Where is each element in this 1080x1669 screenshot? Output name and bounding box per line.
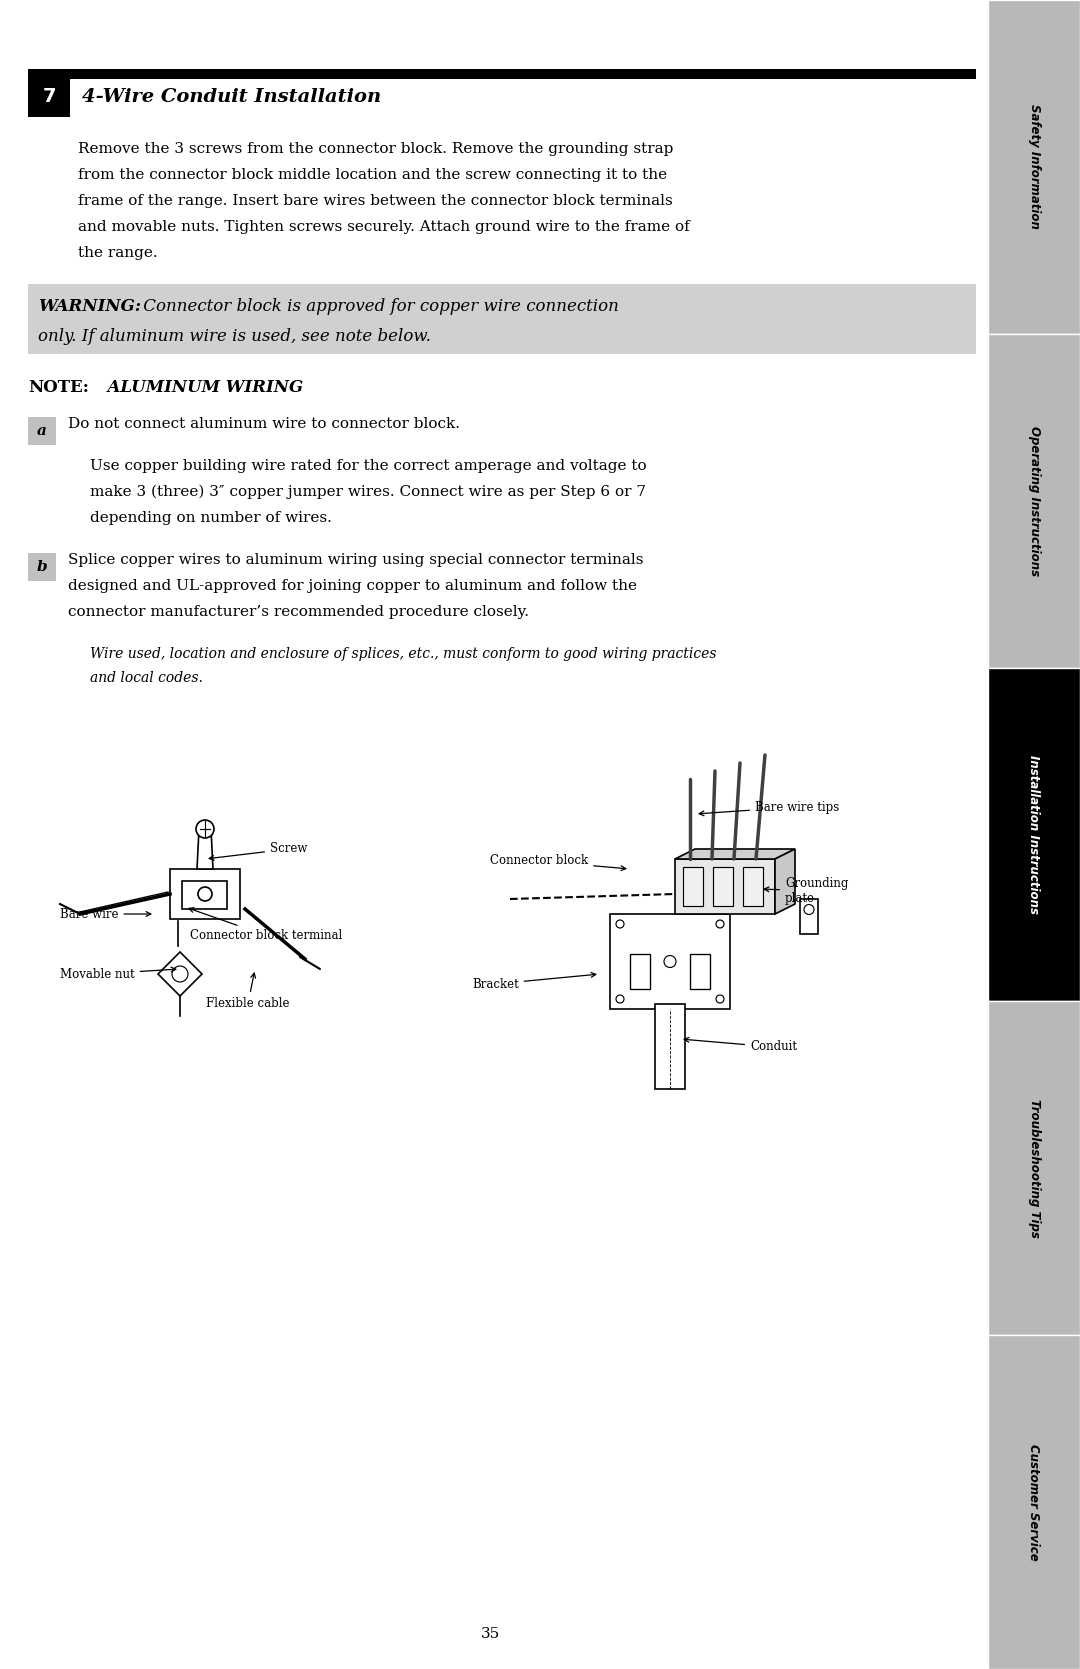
- Polygon shape: [675, 860, 775, 915]
- Text: Bare wire tips: Bare wire tips: [699, 801, 839, 816]
- Text: Movable nut: Movable nut: [60, 966, 176, 980]
- Circle shape: [195, 819, 214, 838]
- Text: Operating Instructions: Operating Instructions: [1027, 426, 1040, 576]
- Text: a: a: [37, 424, 46, 437]
- Text: Screw: Screw: [210, 843, 308, 860]
- Text: Connector block is approved for copper wire connection: Connector block is approved for copper w…: [138, 299, 619, 315]
- Text: Bracket: Bracket: [472, 973, 596, 990]
- Text: 35: 35: [481, 1627, 500, 1641]
- Bar: [28, 417, 56, 446]
- Bar: [988, 1335, 1080, 1669]
- Text: ALUMINUM WIRING: ALUMINUM WIRING: [96, 379, 303, 396]
- Bar: [988, 0, 1080, 334]
- Bar: [28, 77, 70, 117]
- Bar: [28, 68, 976, 78]
- Text: depending on number of wires.: depending on number of wires.: [90, 511, 332, 526]
- Text: frame of the range. Insert bare wires between the connector block terminals: frame of the range. Insert bare wires be…: [78, 194, 673, 209]
- Polygon shape: [158, 951, 202, 996]
- Polygon shape: [683, 866, 703, 906]
- Text: designed and UL-approved for joining copper to aluminum and follow the: designed and UL-approved for joining cop…: [68, 579, 637, 592]
- Polygon shape: [775, 850, 795, 915]
- Polygon shape: [713, 866, 733, 906]
- Text: and local codes.: and local codes.: [90, 671, 203, 684]
- Text: WARNING:: WARNING:: [38, 299, 141, 315]
- Text: Troubleshooting Tips: Troubleshooting Tips: [1027, 1098, 1040, 1238]
- Bar: [800, 900, 818, 935]
- Text: Safety Information: Safety Information: [1027, 105, 1040, 229]
- Text: Installation Instructions: Installation Instructions: [1027, 754, 1040, 915]
- Text: and movable nuts. Tighten screws securely. Attach ground wire to the frame of: and movable nuts. Tighten screws securel…: [78, 220, 690, 234]
- Bar: [988, 1001, 1080, 1335]
- Bar: [988, 668, 1080, 1001]
- Text: Flexible cable: Flexible cable: [206, 973, 289, 1010]
- Text: Remove the 3 screws from the connector block. Remove the grounding strap: Remove the 3 screws from the connector b…: [78, 142, 673, 155]
- Text: Bare wire: Bare wire: [60, 908, 151, 921]
- Polygon shape: [197, 829, 213, 870]
- Text: Use copper building wire rated for the correct amperage and voltage to: Use copper building wire rated for the c…: [90, 459, 647, 472]
- Text: from the connector block middle location and the screw connecting it to the: from the connector block middle location…: [78, 169, 667, 182]
- Text: make 3 (three) 3″ copper jumper wires. Connect wire as per Step 6 or 7: make 3 (three) 3″ copper jumper wires. C…: [90, 486, 646, 499]
- Text: the range.: the range.: [78, 245, 158, 260]
- Bar: [28, 284, 976, 354]
- Text: Splice copper wires to aluminum wiring using special connector terminals: Splice copper wires to aluminum wiring u…: [68, 552, 644, 567]
- Text: 4-Wire Conduit Installation: 4-Wire Conduit Installation: [82, 88, 381, 107]
- Text: Customer Service: Customer Service: [1027, 1444, 1040, 1561]
- Text: Connector block: Connector block: [490, 855, 625, 871]
- Text: only. If aluminum wire is used, see note below.: only. If aluminum wire is used, see note…: [38, 329, 431, 345]
- Text: Do not connect aluminum wire to connector block.: Do not connect aluminum wire to connecto…: [68, 417, 460, 431]
- Text: Conduit: Conduit: [684, 1038, 797, 1053]
- Polygon shape: [675, 850, 795, 860]
- Text: NOTE:: NOTE:: [28, 379, 89, 396]
- Bar: [988, 334, 1080, 668]
- Text: 7: 7: [42, 87, 56, 107]
- Text: Wire used, location and enclosure of splices, etc., must conform to good wiring : Wire used, location and enclosure of spl…: [90, 648, 716, 661]
- Text: connector manufacturer’s recommended procedure closely.: connector manufacturer’s recommended pro…: [68, 604, 529, 619]
- Bar: [654, 1005, 685, 1088]
- Bar: [28, 552, 56, 581]
- Text: Grounding
plate: Grounding plate: [765, 876, 849, 905]
- Text: Connector block terminal: Connector block terminal: [189, 908, 342, 941]
- Text: b: b: [37, 561, 48, 574]
- Polygon shape: [743, 866, 762, 906]
